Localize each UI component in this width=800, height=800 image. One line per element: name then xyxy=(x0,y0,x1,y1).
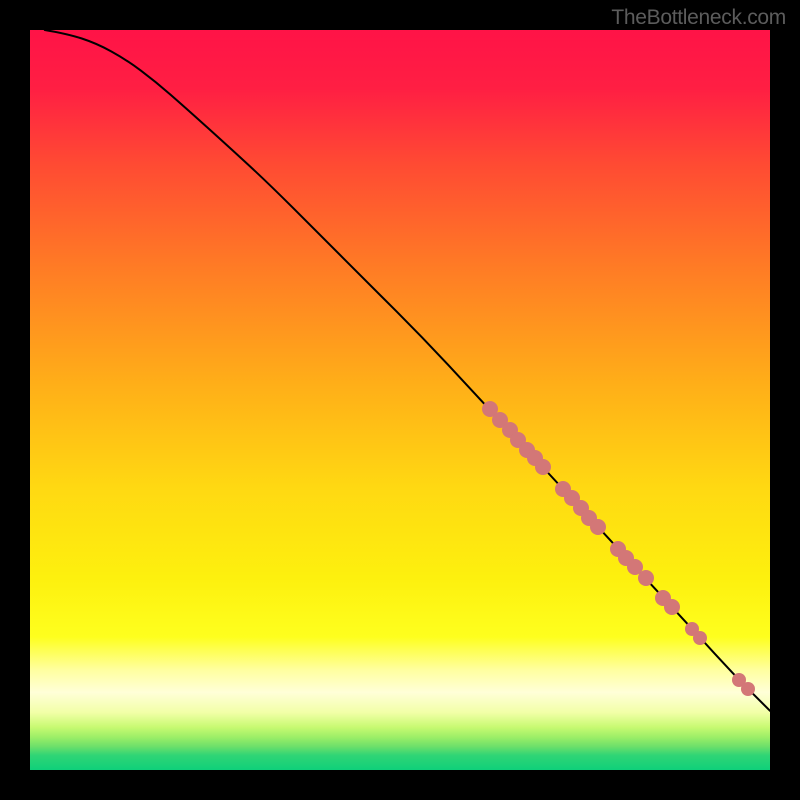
watermark-text: TheBottleneck.com xyxy=(611,6,786,30)
data-point-marker xyxy=(535,459,551,475)
data-point-marker xyxy=(741,682,755,696)
data-point-marker xyxy=(638,570,654,586)
data-point-marker xyxy=(590,519,606,535)
curve-line xyxy=(30,30,770,770)
data-point-marker xyxy=(664,599,680,615)
data-point-marker xyxy=(693,631,707,645)
chart-area xyxy=(30,30,770,770)
